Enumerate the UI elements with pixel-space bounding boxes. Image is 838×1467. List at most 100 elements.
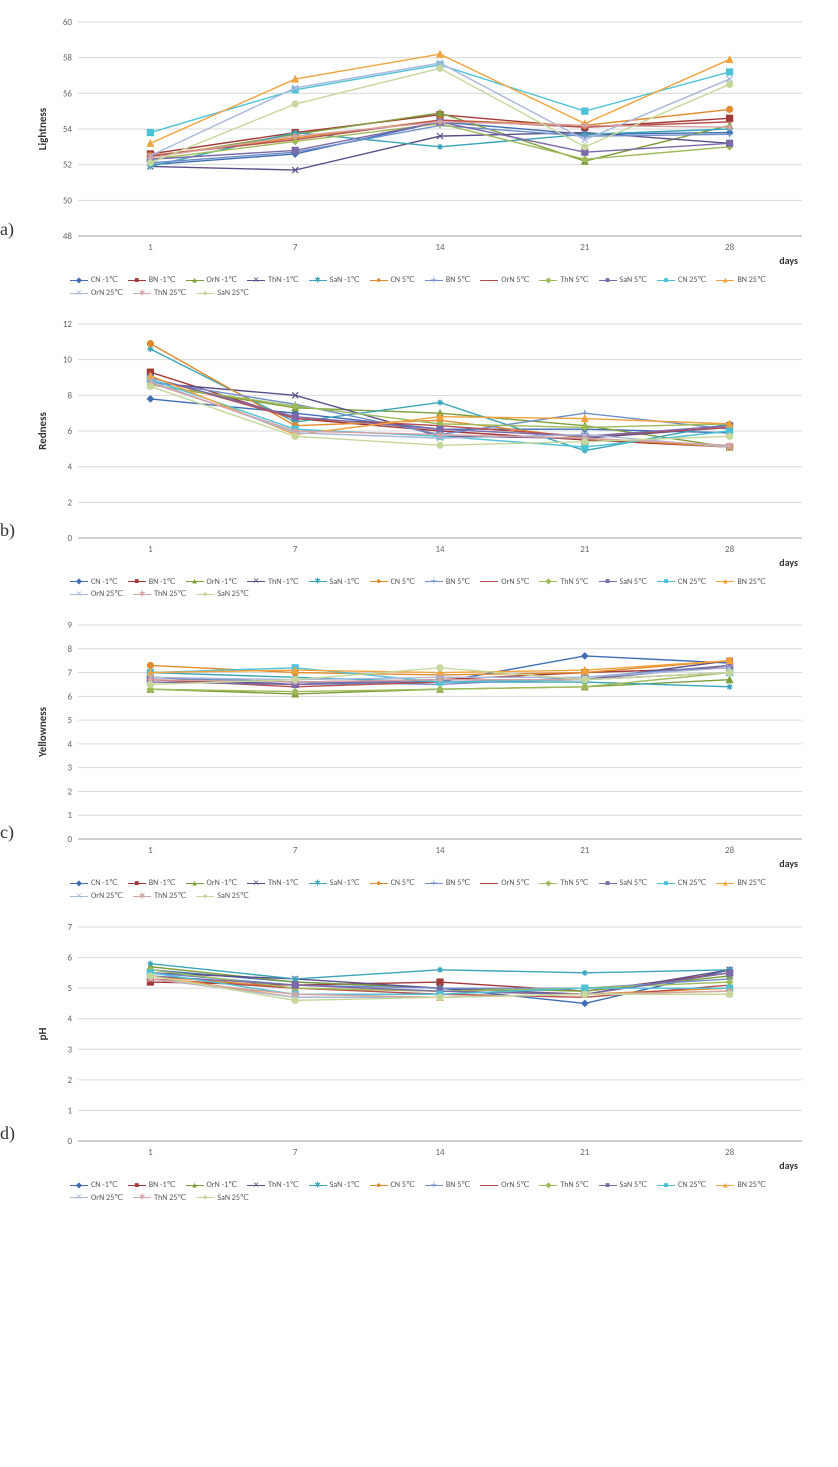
legend-item: ▲ BN 25℃ [716, 576, 765, 589]
legend-item: ■ CN 25℃ [657, 274, 706, 287]
svg-text:28: 28 [725, 544, 735, 555]
legend-item: ▲ OrN -1℃ [186, 877, 238, 890]
legend-label: OrN 5℃ [501, 274, 529, 287]
legend-label: ThN 5℃ [560, 274, 588, 287]
legend: ◆ CN -1℃ ■ BN -1℃ ▲ OrN -1℃ ✕ ThN -1℃ ✱ … [30, 873, 838, 903]
legend-label: OrN 25℃ [91, 588, 123, 601]
legend-label: CN 25℃ [678, 877, 706, 890]
svg-text:days: days [779, 857, 798, 870]
legend-label: OrN 25℃ [91, 890, 123, 903]
legend-item: ■ BN -1℃ [128, 1179, 176, 1192]
legend-item: ▲ BN 25℃ [716, 877, 765, 890]
svg-text:4: 4 [67, 461, 72, 472]
svg-text:days: days [779, 1159, 798, 1172]
legend-item: ＋ BN 5℃ [425, 1179, 470, 1192]
legend-item: ■ SaN 5℃ [599, 576, 648, 589]
legend-label: OrN -1℃ [207, 877, 238, 890]
svg-text:1: 1 [67, 1105, 72, 1116]
svg-text:4: 4 [67, 1013, 72, 1024]
svg-text:1: 1 [148, 544, 153, 555]
legend-label: SaN 5℃ [620, 274, 648, 287]
legend-label: BN 5℃ [446, 274, 470, 287]
svg-text:pH: pH [36, 1027, 49, 1040]
legend-label: CN -1℃ [91, 877, 118, 890]
legend-label: OrN -1℃ [207, 1179, 238, 1192]
svg-text:10: 10 [63, 354, 73, 365]
svg-text:1: 1 [148, 1147, 153, 1158]
legend-label: SaN -1℃ [330, 1179, 360, 1192]
legend-item: ■ BN -1℃ [128, 877, 176, 890]
svg-text:7: 7 [67, 922, 72, 933]
legend-item: ▲ OrN -1℃ [186, 576, 238, 589]
panel-label: d) [0, 1123, 30, 1204]
legend-item: ■ BN -1℃ [128, 274, 176, 287]
svg-text:days: days [779, 254, 798, 267]
chart-wrap: 012345678917142128Yellownessdays ◆ CN -1… [30, 613, 838, 903]
svg-text:12: 12 [63, 319, 73, 330]
legend-label: OrN 5℃ [501, 1179, 529, 1192]
legend-item: ● SaN 25℃ [196, 890, 249, 903]
panel-label: c) [0, 822, 30, 903]
legend-label: SaN -1℃ [330, 877, 360, 890]
legend-item: ✱ SaN -1℃ [309, 1179, 360, 1192]
legend-label: CN 25℃ [678, 274, 706, 287]
chart-wrap: 02468101217142128Rednessdays ◆ CN -1℃ ■ … [30, 312, 838, 602]
legend-item: ● SaN 25℃ [196, 588, 249, 601]
legend-label: ThN -1℃ [268, 877, 299, 890]
legend-item: ■ SaN 5℃ [599, 1179, 648, 1192]
legend-label: BN -1℃ [149, 877, 176, 890]
legend-label: ThN 25℃ [154, 588, 186, 601]
legend-label: OrN 25℃ [91, 287, 123, 300]
legend-item: ✱ ThN 25℃ [133, 890, 186, 903]
legend: ◆ CN -1℃ ■ BN -1℃ ▲ OrN -1℃ ✕ ThN -1℃ ✱ … [30, 270, 838, 300]
svg-text:14: 14 [435, 544, 445, 555]
legend-item: ◆ ThN 5℃ [539, 576, 588, 589]
svg-text:3: 3 [67, 763, 72, 774]
legend-label: ThN 25℃ [154, 287, 186, 300]
svg-text:7: 7 [293, 242, 298, 253]
legend-item: — OrN 5℃ [480, 877, 529, 890]
svg-text:21: 21 [580, 845, 590, 856]
legend-label: ThN 25℃ [154, 890, 186, 903]
legend-label: OrN 25℃ [91, 1192, 123, 1205]
chart-wrap: 4850525456586017142128Lightnessdays ◆ CN… [30, 10, 838, 300]
legend-item: ● CN 5℃ [370, 1179, 415, 1192]
svg-text:0: 0 [67, 834, 72, 845]
legend-item: ◆ ThN 5℃ [539, 1179, 588, 1192]
svg-text:21: 21 [580, 1147, 590, 1158]
legend-label: CN -1℃ [91, 1179, 118, 1192]
legend-item: ＋ BN 5℃ [425, 576, 470, 589]
legend-label: SaN 5℃ [620, 1179, 648, 1192]
legend-item: ✕ OrN 25℃ [70, 890, 123, 903]
legend-label: SaN 25℃ [217, 588, 249, 601]
legend-label: OrN -1℃ [207, 274, 238, 287]
svg-text:1: 1 [148, 845, 153, 856]
legend-item: ◆ ThN 5℃ [539, 877, 588, 890]
svg-text:8: 8 [67, 644, 72, 655]
legend-label: CN 5℃ [391, 274, 415, 287]
panel-label: b) [0, 520, 30, 601]
legend-label: SaN 5℃ [620, 576, 648, 589]
svg-text:21: 21 [580, 544, 590, 555]
legend-label: CN -1℃ [91, 576, 118, 589]
legend-label: BN 25℃ [737, 576, 765, 589]
legend-label: BN -1℃ [149, 274, 176, 287]
svg-text:14: 14 [435, 242, 445, 253]
legend-label: CN 25℃ [678, 576, 706, 589]
legend-item: ■ SaN 5℃ [599, 274, 648, 287]
legend-item: ✱ ThN 25℃ [133, 1192, 186, 1205]
legend-item: ◆ CN -1℃ [70, 576, 118, 589]
legend-item: ◆ CN -1℃ [70, 274, 118, 287]
legend-item: ✕ OrN 25℃ [70, 1192, 123, 1205]
legend-label: OrN 5℃ [501, 877, 529, 890]
legend-label: CN 5℃ [391, 877, 415, 890]
legend-label: ThN 25℃ [154, 1192, 186, 1205]
svg-text:2: 2 [67, 1075, 72, 1086]
legend-label: BN -1℃ [149, 576, 176, 589]
chart-panel: c)012345678917142128Yellownessdays ◆ CN … [0, 613, 838, 903]
legend: ◆ CN -1℃ ■ BN -1℃ ▲ OrN -1℃ ✕ ThN -1℃ ✱ … [30, 572, 838, 602]
legend-item: ● CN 5℃ [370, 877, 415, 890]
legend: ◆ CN -1℃ ■ BN -1℃ ▲ OrN -1℃ ✕ ThN -1℃ ✱ … [30, 1175, 838, 1205]
chart-panel: d)0123456717142128pHdays ◆ CN -1℃ ■ BN -… [0, 915, 838, 1205]
svg-text:14: 14 [435, 845, 445, 856]
